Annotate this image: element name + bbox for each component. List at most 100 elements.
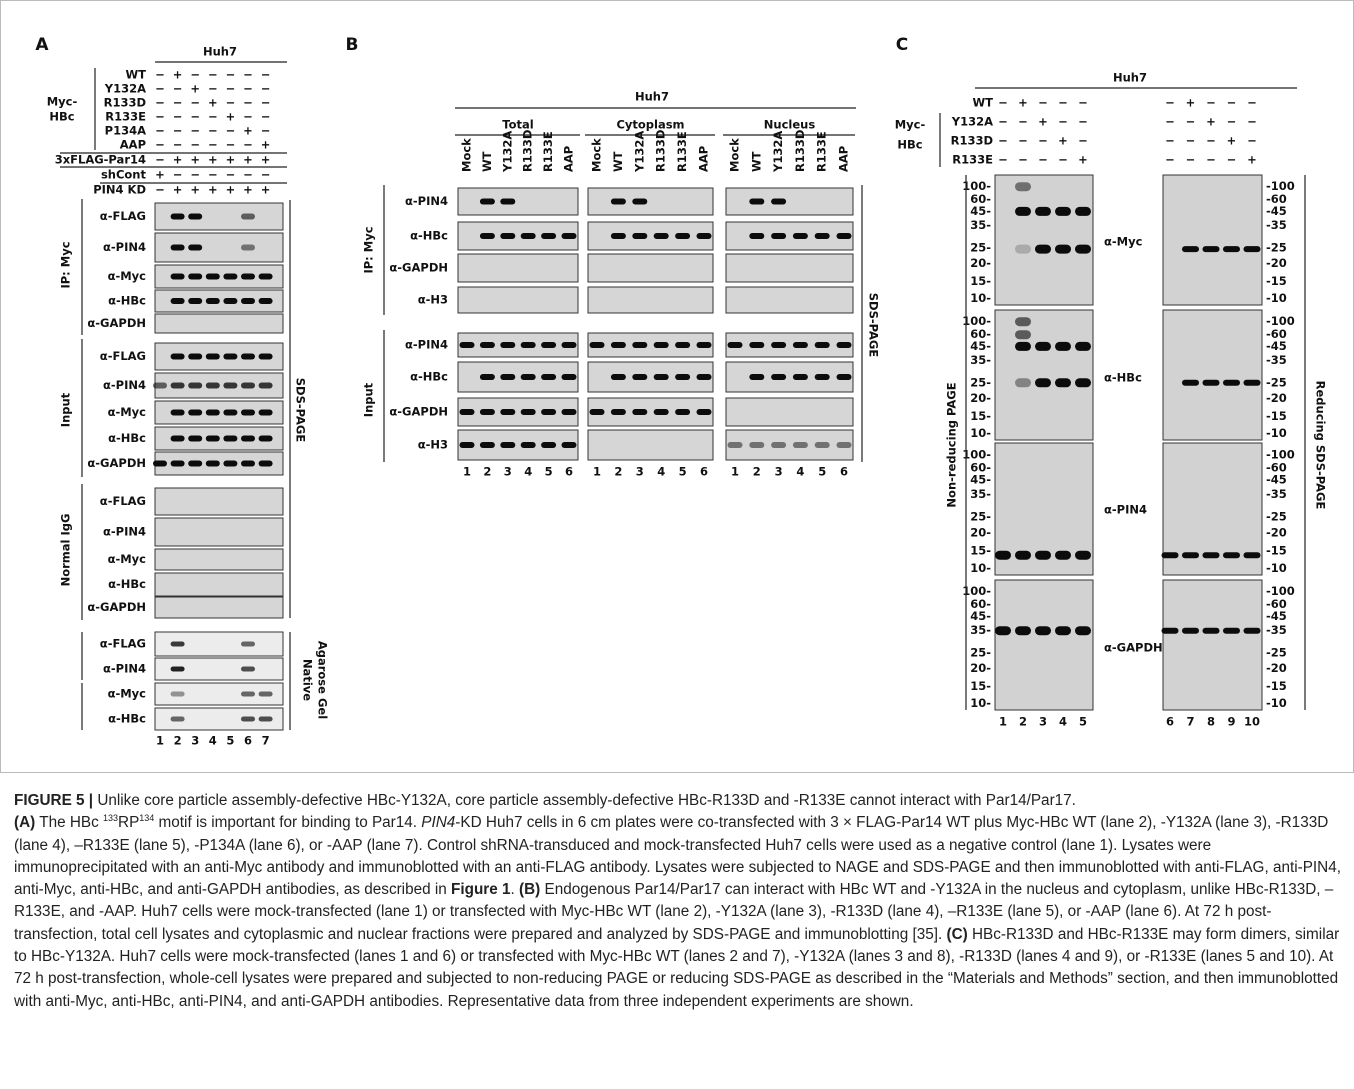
caption-title: FIGURE 5 | Unlike core particle assembly… (14, 790, 1342, 812)
lane-header: WT (749, 151, 763, 172)
band (188, 410, 202, 416)
band (188, 383, 202, 389)
lane-header: AAP (837, 146, 851, 172)
sign: − (1186, 115, 1196, 129)
lane-number: 5 (226, 734, 234, 748)
band (632, 374, 647, 380)
blot (588, 398, 713, 426)
band (500, 374, 515, 380)
blot (155, 573, 283, 596)
band (611, 233, 626, 239)
blot (458, 222, 578, 250)
mw-marker: -100 (1266, 179, 1295, 193)
band (241, 642, 255, 647)
band (259, 692, 273, 697)
blot (588, 430, 713, 460)
sign: + (190, 153, 200, 167)
blot (726, 333, 853, 357)
mw-marker: -25 (1266, 509, 1287, 523)
blot-label: α-PIN4 (103, 662, 146, 676)
lane-header: R133E (675, 131, 689, 172)
sign: + (1227, 134, 1237, 148)
band (632, 342, 647, 348)
band (223, 436, 237, 442)
lane-number: 5 (545, 465, 553, 479)
panel-label: B (346, 35, 359, 55)
sign: − (1038, 134, 1048, 148)
blot (155, 488, 283, 515)
sign: − (1018, 134, 1028, 148)
blot (726, 287, 853, 313)
band (223, 354, 237, 360)
mw-marker: 25- (970, 240, 991, 254)
lane-number: 2 (1019, 715, 1027, 729)
sign: + (243, 124, 253, 138)
band (206, 436, 220, 442)
caption-run: 133 (103, 813, 118, 823)
lane-number: 10 (1244, 715, 1260, 729)
mw-marker: -100 (1266, 584, 1295, 598)
band (562, 374, 577, 380)
band (562, 409, 577, 415)
band (815, 342, 830, 348)
sign: − (261, 168, 271, 182)
sign: + (173, 183, 183, 197)
section-label: Input (59, 392, 73, 427)
band (1182, 552, 1199, 558)
caption-run: Figure 1 (451, 881, 511, 898)
blot-label: α-H3 (418, 438, 448, 452)
sign: − (1058, 115, 1068, 129)
sign: − (208, 138, 218, 152)
mw-marker: -20 (1266, 256, 1287, 270)
blot (588, 254, 713, 282)
blot-label: α-PIN4 (103, 525, 146, 539)
band (259, 274, 273, 280)
blot (726, 188, 853, 215)
sign: + (208, 183, 218, 197)
sign: + (226, 153, 236, 167)
sign: + (261, 153, 271, 167)
band (1015, 342, 1031, 351)
lane-number: 2 (614, 465, 622, 479)
band (241, 461, 255, 467)
band (480, 374, 495, 380)
band (259, 436, 273, 442)
band (771, 199, 786, 205)
condition-label: WT (125, 68, 146, 82)
blot (1163, 580, 1262, 710)
band (1015, 317, 1031, 326)
sign: + (1058, 134, 1068, 148)
blot-label: α-H3 (418, 293, 448, 307)
lane-number: 2 (174, 734, 182, 748)
band (675, 233, 690, 239)
band (206, 410, 220, 416)
sign: − (226, 138, 236, 152)
band (1035, 245, 1051, 254)
section-label: Input (362, 382, 376, 417)
lane-number: 4 (657, 465, 665, 479)
band (771, 442, 786, 448)
band (1244, 380, 1261, 386)
band (1223, 380, 1240, 386)
band (1244, 628, 1261, 634)
sign: − (190, 110, 200, 124)
blot (458, 333, 578, 357)
sign: − (173, 82, 183, 96)
sign: − (1038, 153, 1048, 167)
sign: − (998, 115, 1008, 129)
band (1075, 551, 1091, 560)
band (500, 342, 515, 348)
sign: + (1247, 153, 1257, 167)
band (1035, 342, 1051, 351)
blot-label: α-HBc (108, 431, 146, 445)
caption-run: (C) (946, 926, 967, 943)
band (1182, 246, 1199, 252)
band (541, 342, 556, 348)
lane-header: WT (611, 151, 625, 172)
mw-marker: -45 (1266, 609, 1287, 623)
band (259, 383, 273, 389)
sign: − (1227, 153, 1237, 167)
mw-marker: 20- (970, 256, 991, 270)
band (171, 461, 185, 467)
band (1162, 628, 1179, 634)
